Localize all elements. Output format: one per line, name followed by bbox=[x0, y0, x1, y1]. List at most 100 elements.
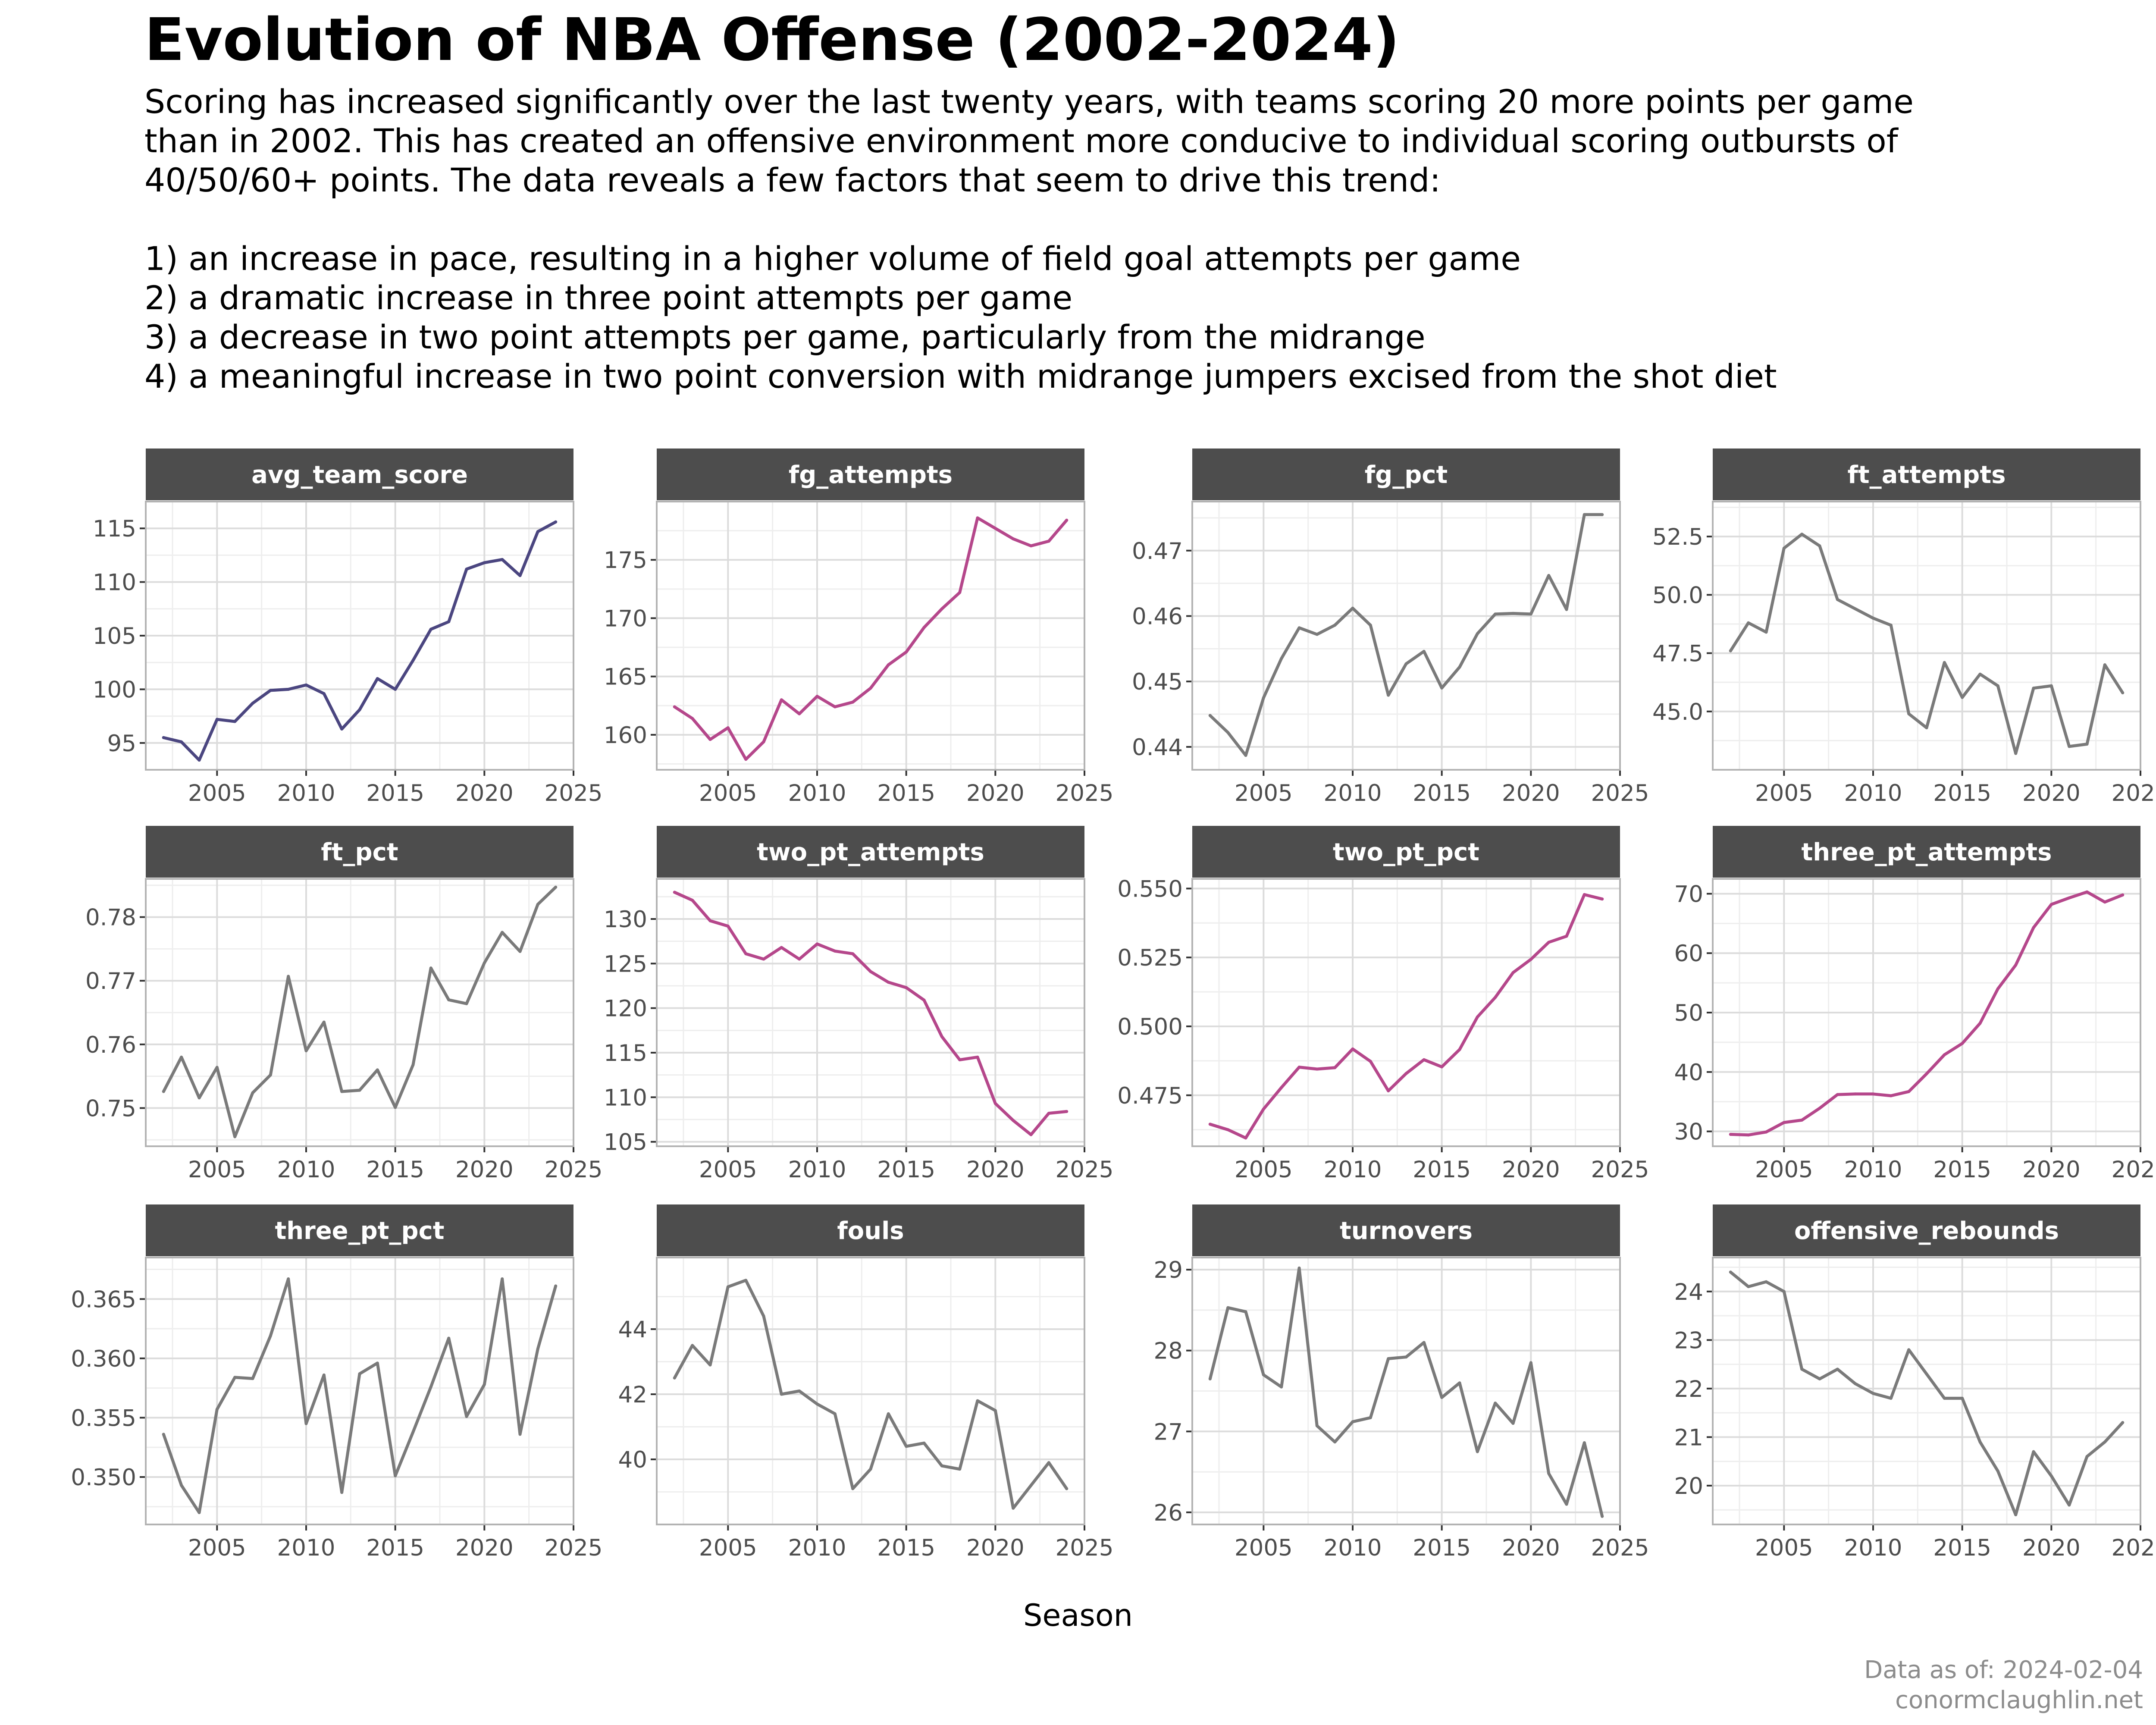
data-point bbox=[1047, 539, 1050, 543]
data-point bbox=[673, 1376, 676, 1380]
data-point bbox=[744, 1279, 748, 1282]
data-point bbox=[976, 1399, 979, 1402]
facet-strip bbox=[657, 448, 1084, 500]
data-point bbox=[726, 925, 730, 928]
series-line-turnovers bbox=[1208, 1266, 1604, 1518]
y-tick-label: 0.475 bbox=[1117, 1083, 1183, 1109]
facet-strip bbox=[657, 826, 1084, 878]
data-point bbox=[1764, 1130, 1768, 1134]
data-point bbox=[2068, 896, 2071, 900]
data-point bbox=[976, 516, 979, 520]
data-point bbox=[833, 949, 837, 953]
x-tick-label: 2020 bbox=[2022, 780, 2081, 806]
data-point bbox=[1565, 608, 1568, 611]
data-point bbox=[2121, 893, 2125, 897]
data-point bbox=[1782, 546, 1786, 550]
x-tick-label: 2005 bbox=[1755, 1157, 1813, 1183]
data-point bbox=[1047, 1112, 1050, 1115]
data-point bbox=[887, 663, 890, 667]
data-point bbox=[691, 899, 694, 902]
data-point bbox=[1961, 696, 1964, 699]
subtitle-line: 40/50/60+ points. The data reveals a few… bbox=[144, 161, 1441, 199]
data-point bbox=[304, 683, 308, 687]
data-point bbox=[1854, 1092, 1857, 1096]
facet-strip bbox=[1713, 1204, 2140, 1256]
data-point bbox=[1047, 1461, 1050, 1465]
y-tick-label: 110 bbox=[604, 1085, 647, 1111]
data-point bbox=[887, 981, 890, 984]
data-point bbox=[1836, 1093, 1839, 1096]
data-point bbox=[1782, 1290, 1786, 1293]
data-point bbox=[1547, 1472, 1551, 1475]
y-tick-label: 120 bbox=[604, 996, 647, 1022]
x-tick-label: 2010 bbox=[1324, 1157, 1382, 1183]
data-point bbox=[1440, 1065, 1444, 1069]
data-point bbox=[1012, 1119, 1015, 1122]
data-point bbox=[1854, 607, 1857, 611]
data-point bbox=[1494, 612, 1497, 616]
y-tick-label: 0.45 bbox=[1132, 669, 1183, 695]
y-tick-label: 50 bbox=[1674, 1000, 1703, 1026]
data-point bbox=[1996, 684, 1999, 687]
data-point bbox=[554, 1284, 558, 1288]
series-line-three-pt-attempts bbox=[1729, 890, 2125, 1137]
data-point bbox=[1476, 1450, 1479, 1453]
data-point bbox=[1297, 1066, 1301, 1069]
x-tick-label: 2015 bbox=[366, 780, 424, 806]
series-line-offensive-rebounds bbox=[1729, 1270, 2125, 1516]
data-point bbox=[1494, 1402, 1497, 1405]
data-point bbox=[1244, 754, 1247, 757]
x-tick-label: 2025 bbox=[1591, 1535, 1649, 1561]
data-point bbox=[1818, 544, 1821, 548]
data-point bbox=[1387, 693, 1390, 697]
data-point bbox=[958, 1058, 962, 1062]
data-point bbox=[869, 1468, 872, 1471]
data-point bbox=[180, 1484, 183, 1487]
x-tick-label: 2015 bbox=[877, 780, 935, 806]
y-tick-label: 115 bbox=[604, 1040, 647, 1066]
data-point bbox=[780, 946, 783, 949]
data-point bbox=[1476, 1015, 1479, 1019]
data-point bbox=[394, 1106, 397, 1109]
subtitle-line: Scoring has increased significantly over… bbox=[144, 82, 1914, 121]
data-point bbox=[1511, 971, 1515, 974]
data-point bbox=[905, 986, 908, 989]
data-point bbox=[1583, 513, 1586, 516]
data-point bbox=[833, 1412, 837, 1415]
data-point bbox=[993, 1409, 997, 1412]
x-tick-label: 2020 bbox=[2022, 1535, 2081, 1561]
y-tick-label: 47.5 bbox=[1652, 641, 1703, 667]
data-point bbox=[922, 1441, 926, 1445]
x-tick-label: 2020 bbox=[1502, 780, 1560, 806]
x-tick-label: 2005 bbox=[188, 1535, 246, 1561]
data-point bbox=[1565, 935, 1568, 938]
y-tick-label: 24 bbox=[1674, 1279, 1703, 1305]
panel-border bbox=[145, 878, 574, 1147]
data-point bbox=[851, 1487, 855, 1490]
series-line-avg-team-score bbox=[162, 520, 558, 762]
y-tick-label: 40 bbox=[618, 1447, 647, 1473]
data-point bbox=[287, 1277, 290, 1281]
data-point bbox=[2085, 890, 2089, 894]
data-point bbox=[815, 695, 819, 698]
x-tick-label: 2020 bbox=[966, 1157, 1025, 1183]
data-point bbox=[815, 1402, 819, 1406]
data-point bbox=[1208, 1377, 1212, 1380]
data-point bbox=[1333, 624, 1337, 627]
x-tick-label: 2015 bbox=[877, 1157, 935, 1183]
y-tick-label: 70 bbox=[1674, 881, 1703, 907]
data-point bbox=[287, 687, 290, 691]
x-tick-label: 2005 bbox=[188, 1157, 246, 1183]
data-point bbox=[1729, 1132, 1732, 1136]
data-point bbox=[1889, 1094, 1893, 1098]
data-point bbox=[1458, 665, 1461, 669]
data-point bbox=[1351, 1420, 1354, 1424]
data-point bbox=[1583, 893, 1586, 896]
x-tick-label: 2005 bbox=[1235, 780, 1293, 806]
y-tick-label: 0.75 bbox=[85, 1095, 136, 1122]
data-point bbox=[1871, 616, 1875, 620]
data-point bbox=[1818, 1107, 1821, 1110]
data-point bbox=[1404, 1072, 1408, 1075]
data-point bbox=[1404, 662, 1408, 665]
data-point bbox=[394, 1474, 397, 1477]
